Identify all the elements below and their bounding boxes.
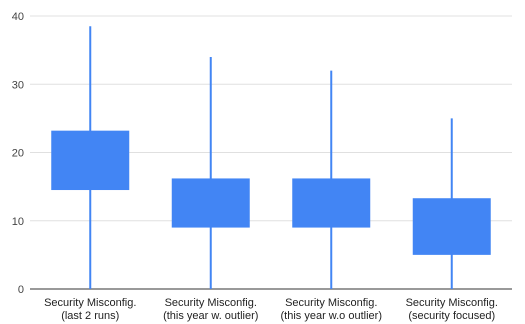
- x-category-label: Security Misconfig. (security focused): [406, 297, 498, 322]
- x-category-label-line: (this year w.o outlier): [281, 310, 382, 322]
- y-tick-label: 0: [18, 284, 24, 296]
- y-tick-label: 20: [12, 148, 24, 160]
- x-category-label: Security Misconfig. (this year w. outlier…: [163, 297, 258, 322]
- box-rect: [171, 178, 250, 228]
- x-category-label-line: (security focused): [408, 310, 495, 322]
- box-rect: [292, 178, 371, 228]
- x-category-label-line: Security Misconfig.: [44, 297, 136, 309]
- x-category-label-line: Security Misconfig.: [406, 297, 498, 309]
- x-category-label-line: (last 2 runs): [61, 310, 119, 322]
- box-1: [51, 26, 130, 289]
- x-category-label: Security Misconfig. (this year w.o outlie…: [281, 297, 382, 322]
- x-category-label-line: Security Misconfig.: [285, 297, 377, 309]
- y-tick-label: 40: [12, 11, 24, 23]
- x-category-label-line: Security Misconfig.: [165, 297, 257, 309]
- box-rect: [412, 198, 491, 255]
- x-category-label-line: (this year w. outlier): [163, 310, 258, 322]
- x-category-label: Security Misconfig. (last 2 runs): [44, 297, 136, 322]
- x-axis-labels: Security Misconfig. (last 2 runs)Security…: [44, 297, 498, 322]
- y-axis-ticks: 0 10 20 30 40: [12, 11, 24, 296]
- box-3: [292, 70, 371, 289]
- y-tick-label: 30: [12, 79, 24, 91]
- box-2: [171, 56, 250, 289]
- box-rect: [51, 130, 130, 191]
- y-tick-label: 10: [12, 216, 24, 228]
- boxes: [51, 26, 491, 289]
- box-4: [412, 118, 491, 289]
